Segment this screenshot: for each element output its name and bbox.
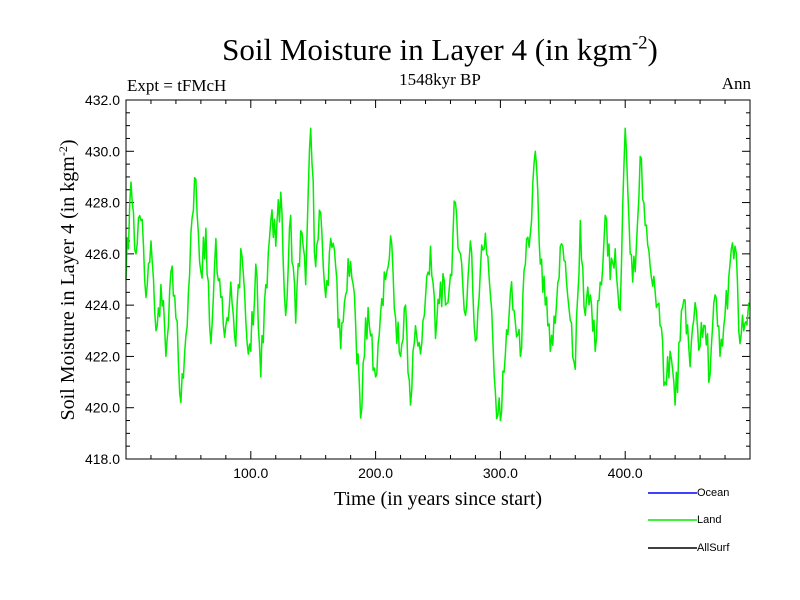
series-layer — [125, 127, 750, 422]
x-axis-ticks: 100.0 200.0 300.0 400.0 — [150, 100, 726, 481]
chart-subtitle: 1548kyr BP — [399, 70, 481, 89]
y-tick-label: 422.0 — [85, 348, 120, 364]
legend: Ocean Land AllSurf — [648, 487, 730, 554]
legend-land-label: Land — [697, 514, 721, 526]
y-axis-ticks: 418.0 420.0 422.0 424.0 426.0 428.0 430.0 432.0 — [85, 92, 750, 467]
experiment-label: Expt = tFMcH — [127, 76, 227, 95]
y-tick-label: 426.0 — [85, 246, 120, 262]
y-tick-label: 432.0 — [85, 92, 120, 108]
y-tick-label: 428.0 — [85, 195, 120, 211]
y-tick-label: 418.0 — [85, 451, 120, 467]
chart-title: Soil Moisture in Layer 4 (in kgm-2) — [222, 32, 658, 67]
x-tick-label: 300.0 — [483, 465, 518, 481]
y-tick-label: 430.0 — [85, 143, 120, 159]
x-axis-label: Time (in years since start) — [334, 488, 542, 510]
y-tick-label: 420.0 — [85, 400, 120, 416]
series-line-land — [125, 127, 750, 422]
plot-frame — [125, 99, 751, 460]
y-tick-label: 424.0 — [85, 297, 120, 313]
legend-ocean-label: Ocean — [697, 487, 729, 499]
x-tick-label: 400.0 — [608, 465, 643, 481]
x-tick-label: 100.0 — [233, 465, 268, 481]
legend-allsurf-label: AllSurf — [697, 542, 730, 554]
y-axis-label: Soil Moisture in Layer 4 (in kgm-2) — [56, 139, 79, 420]
x-tick-label: 200.0 — [358, 465, 393, 481]
season-label: Ann — [721, 74, 751, 93]
